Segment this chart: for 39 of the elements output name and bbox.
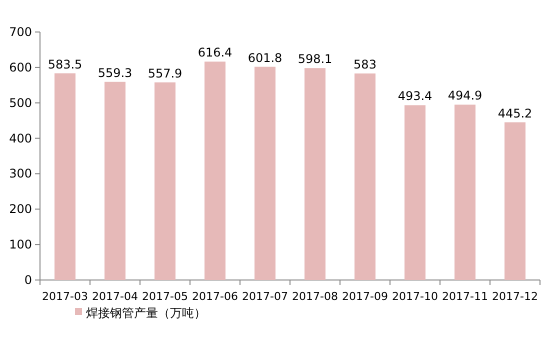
y-tick-label: 100 [9, 238, 32, 252]
y-tick-label: 200 [9, 202, 32, 216]
bar [454, 104, 476, 280]
x-tick-label: 2017-12 [492, 290, 538, 303]
x-tick-label: 2017-11 [442, 290, 488, 303]
legend-label: 焊接钢管产量（万吨） [86, 306, 206, 320]
x-tick-label: 2017-07 [242, 290, 288, 303]
bar [204, 62, 226, 280]
data-label: 445.2 [498, 106, 532, 120]
data-label: 598.1 [298, 52, 332, 66]
data-label: 583.5 [48, 57, 82, 72]
x-tick-label: 2017-10 [392, 290, 438, 303]
data-label: 557.9 [148, 66, 182, 80]
bar [54, 73, 76, 280]
bar [504, 122, 526, 280]
x-tick-label: 2017-06 [192, 290, 238, 303]
x-tick-label: 2017-09 [342, 290, 388, 303]
y-tick-label: 600 [9, 60, 32, 74]
data-label: 559.3 [98, 66, 132, 80]
bar [254, 66, 276, 280]
x-tick-label: 2017-04 [92, 290, 138, 303]
y-tick-label: 700 [9, 25, 32, 39]
y-tick-label: 500 [9, 96, 32, 110]
data-label: 583 [354, 57, 376, 72]
data-label: 601.8 [248, 50, 282, 65]
x-tick-label: 2017-03 [42, 290, 88, 303]
bar [354, 73, 376, 280]
data-label: 493.4 [398, 89, 432, 104]
y-tick-label: 400 [9, 131, 32, 146]
x-tick-label: 2017-05 [142, 290, 188, 303]
bar [104, 82, 126, 280]
bar [304, 68, 326, 280]
y-tick-label: 0 [24, 273, 32, 287]
bar [404, 105, 426, 280]
bar [154, 82, 176, 280]
data-label: 616.4 [198, 46, 232, 60]
x-tick-label: 2017-08 [292, 290, 338, 303]
y-tick-label: 300 [9, 166, 32, 181]
data-label: 494.9 [448, 88, 482, 103]
